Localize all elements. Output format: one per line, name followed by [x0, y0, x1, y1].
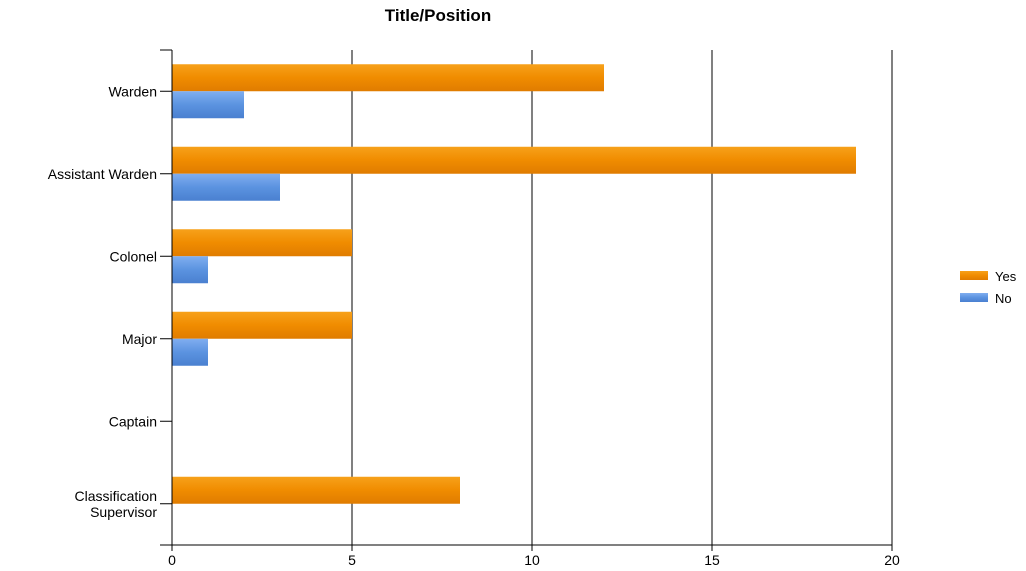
y-tick-label-major: Major — [122, 331, 157, 347]
chart-title: Title/Position — [385, 6, 491, 25]
x-tick-label-15: 15 — [704, 552, 720, 568]
bar-warden-yes — [172, 64, 604, 92]
x-tick-label-10: 10 — [524, 552, 540, 568]
bar-assistant-warden-yes — [172, 146, 856, 174]
bar-major-yes — [172, 311, 352, 339]
bar-assistant-warden-no — [172, 173, 280, 201]
legend-swatch-yes — [960, 271, 988, 280]
y-tick-label-warden: Warden — [108, 83, 157, 99]
bar-colonel-no — [172, 256, 208, 284]
axes: Warden Assistant Warden Colonel Major Captai… — [48, 49, 900, 568]
y-tick-label-assistant-warden: Assistant Warden — [48, 166, 157, 182]
x-tick-label-5: 5 — [348, 552, 356, 568]
legend-label-yes: Yes — [995, 269, 1017, 284]
y-tick-label-captain: Captain — [109, 413, 157, 429]
x-tick-label-20: 20 — [884, 552, 900, 568]
bar-classification-supervisor-yes — [172, 476, 460, 504]
bar-warden-no — [172, 91, 244, 119]
y-tick-label-colonel: Colonel — [110, 248, 157, 264]
legend-label-no: No — [995, 291, 1012, 306]
bars — [172, 64, 856, 504]
grid-lines — [351, 50, 893, 545]
legend-swatch-no — [960, 293, 988, 302]
legend: Yes No — [960, 269, 1017, 306]
y-tick-label-classification-supervisor: Classification Supervisor — [75, 488, 158, 520]
x-tick-label-0: 0 — [168, 552, 176, 568]
bar-colonel-yes — [172, 229, 352, 257]
bar-major-no — [172, 338, 208, 366]
